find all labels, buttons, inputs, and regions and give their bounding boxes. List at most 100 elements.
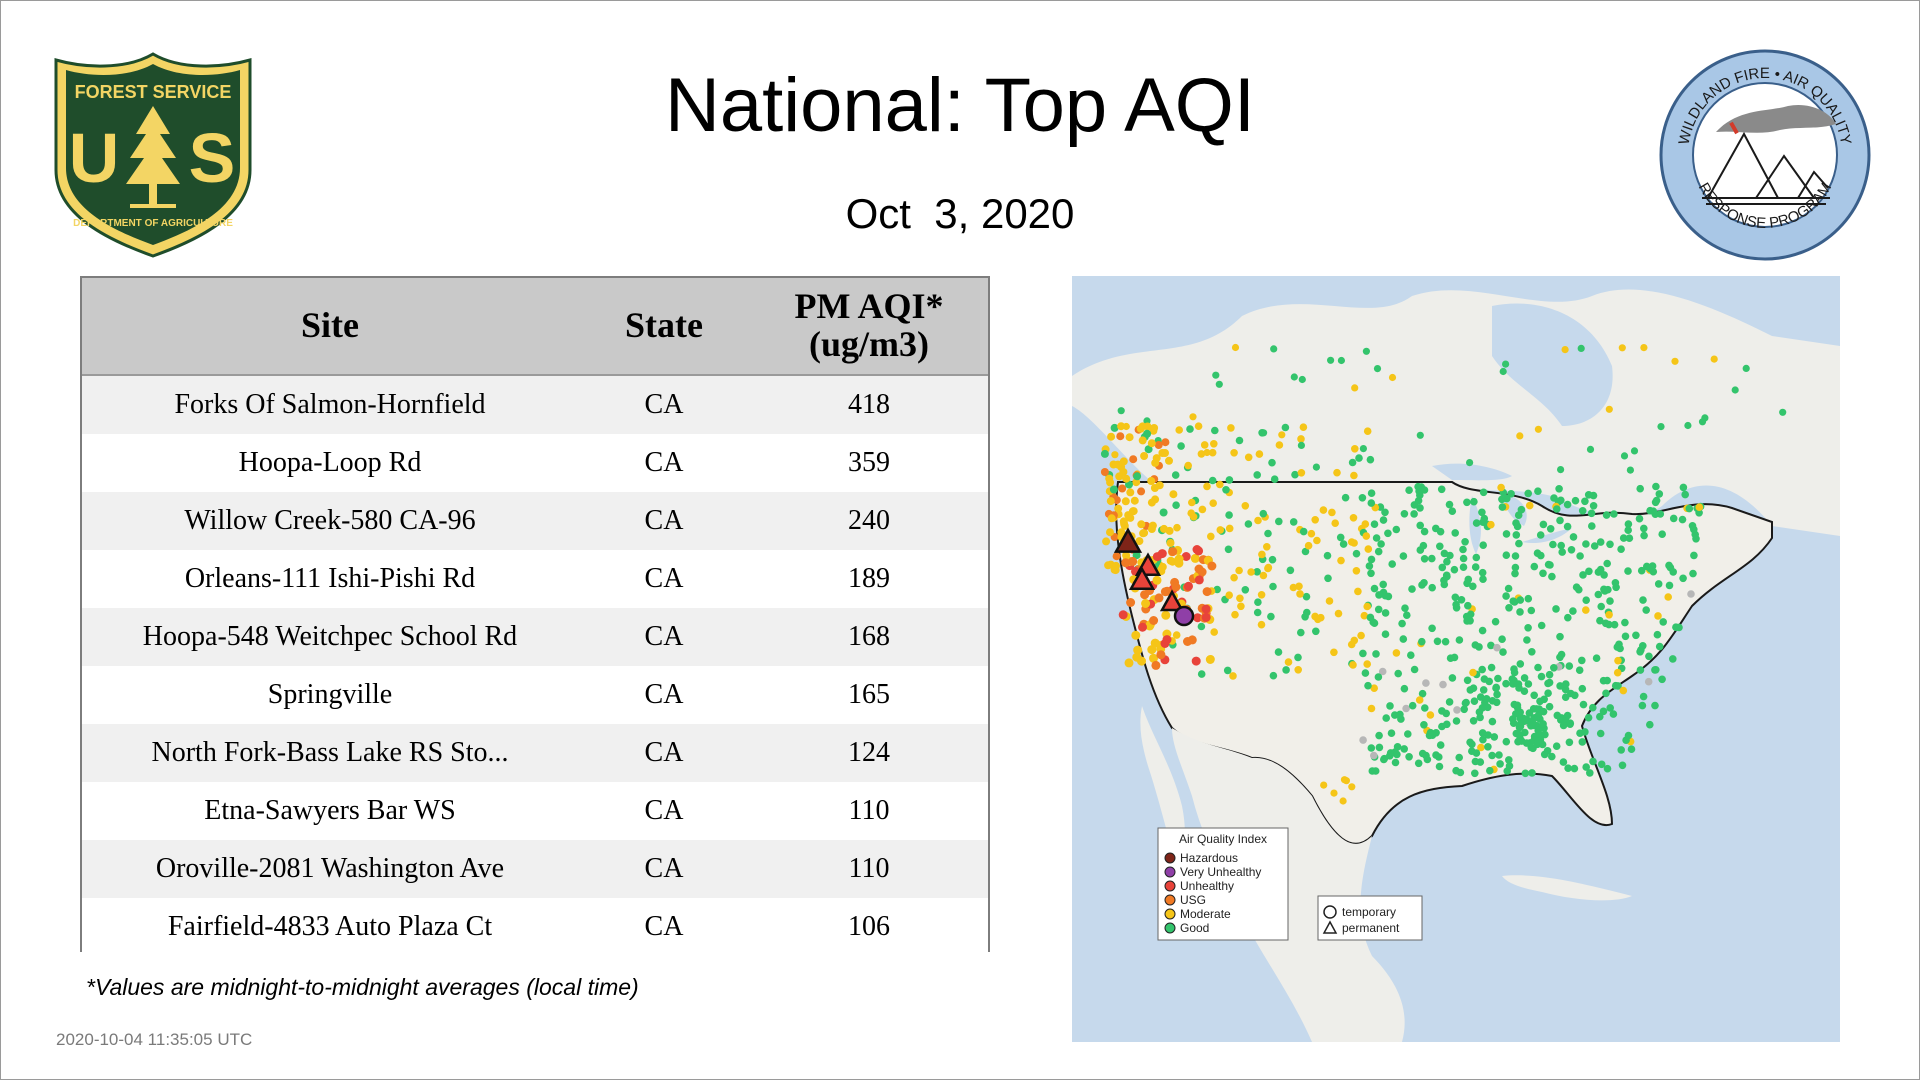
site-marker bbox=[1121, 497, 1130, 506]
legend-label: Moderate bbox=[1180, 907, 1231, 921]
site-marker bbox=[1370, 520, 1379, 528]
site-marker bbox=[1504, 584, 1513, 593]
site-marker bbox=[1534, 425, 1542, 433]
site-marker bbox=[1212, 371, 1220, 379]
site-marker bbox=[1653, 630, 1662, 639]
site-marker bbox=[1578, 738, 1587, 746]
site-marker bbox=[1436, 741, 1445, 749]
site-marker bbox=[1455, 636, 1464, 644]
site-marker bbox=[1297, 441, 1305, 449]
site-marker bbox=[1370, 684, 1378, 692]
site-marker bbox=[1367, 499, 1376, 507]
site-marker bbox=[1363, 427, 1372, 435]
site-marker bbox=[1149, 616, 1159, 625]
site-marker bbox=[1530, 715, 1538, 723]
permanent-label: permanent bbox=[1342, 921, 1400, 935]
site-marker bbox=[1286, 566, 1295, 575]
aqi-cell: 418 bbox=[750, 375, 988, 434]
site-marker bbox=[1570, 764, 1579, 773]
legend-swatch bbox=[1164, 880, 1176, 892]
site-marker bbox=[1347, 538, 1356, 546]
site-marker bbox=[1200, 441, 1209, 449]
site-marker bbox=[1391, 711, 1399, 719]
site-marker bbox=[1358, 494, 1367, 502]
site-marker bbox=[1270, 475, 1279, 483]
site-marker bbox=[1436, 542, 1444, 551]
state-cell: CA bbox=[578, 666, 750, 724]
site-marker bbox=[1297, 435, 1305, 443]
site-marker bbox=[1642, 606, 1650, 614]
site-marker bbox=[1581, 497, 1589, 506]
site-marker bbox=[1596, 729, 1605, 738]
site-marker bbox=[1253, 471, 1261, 479]
site-marker bbox=[1567, 546, 1576, 554]
site-marker bbox=[1490, 733, 1499, 741]
site-marker bbox=[1339, 540, 1348, 548]
site-marker bbox=[1584, 491, 1593, 499]
site-marker bbox=[1592, 654, 1601, 662]
site-marker bbox=[1597, 760, 1606, 769]
site-marker bbox=[1578, 507, 1587, 515]
site-marker bbox=[1582, 606, 1590, 614]
site-marker bbox=[1230, 573, 1238, 582]
site-marker bbox=[1268, 555, 1277, 564]
site-marker bbox=[1658, 530, 1666, 538]
site-marker bbox=[1408, 701, 1417, 710]
site-marker bbox=[1596, 616, 1604, 625]
site-marker bbox=[1138, 422, 1147, 431]
table-row: Fairfield-4833 Auto Plaza Ct CA 106 bbox=[82, 898, 988, 956]
site-marker bbox=[1669, 568, 1677, 576]
site-marker bbox=[1639, 596, 1647, 604]
lake-superior bbox=[1432, 463, 1512, 481]
forest-service-logo: FOREST SERVICE U S DEPARTMENT OF AGRICUL… bbox=[54, 52, 252, 258]
site-marker bbox=[1151, 458, 1160, 467]
site-marker bbox=[1421, 704, 1429, 712]
site-cell: Hoopa-Loop Rd bbox=[82, 434, 578, 492]
site-marker bbox=[1244, 453, 1253, 462]
site-marker bbox=[1498, 635, 1506, 643]
site-marker bbox=[1440, 549, 1449, 558]
site-marker bbox=[1589, 703, 1597, 712]
site-marker bbox=[1563, 522, 1572, 531]
site-marker bbox=[1645, 652, 1653, 661]
site-marker bbox=[1658, 675, 1666, 684]
site-marker bbox=[1208, 476, 1217, 485]
site-marker bbox=[1278, 431, 1286, 439]
site-marker bbox=[1294, 653, 1302, 662]
legend-label: USG bbox=[1180, 893, 1206, 907]
site-marker bbox=[1207, 561, 1217, 571]
site-marker bbox=[1605, 611, 1613, 619]
site-marker bbox=[1497, 483, 1505, 492]
site-marker bbox=[1565, 662, 1574, 670]
site-marker bbox=[1337, 356, 1345, 365]
site-marker bbox=[1109, 460, 1118, 469]
site-marker bbox=[1539, 569, 1547, 578]
site-marker bbox=[1130, 496, 1139, 505]
site-marker bbox=[1348, 458, 1357, 467]
site-marker bbox=[1644, 677, 1653, 686]
monitoring-sites bbox=[1100, 343, 1787, 805]
site-marker bbox=[1377, 540, 1385, 548]
site-marker bbox=[1213, 585, 1221, 594]
site-marker bbox=[1311, 516, 1319, 524]
site-marker bbox=[1639, 642, 1647, 650]
site-marker bbox=[1394, 669, 1402, 678]
site-marker bbox=[1679, 483, 1688, 492]
site-marker bbox=[1407, 651, 1415, 659]
site-marker bbox=[1436, 527, 1445, 536]
site-marker bbox=[1400, 510, 1409, 518]
site-marker bbox=[1665, 581, 1674, 590]
site-marker bbox=[1589, 502, 1598, 510]
site-marker bbox=[1313, 536, 1321, 545]
site-marker bbox=[1494, 674, 1502, 683]
site-marker bbox=[1357, 631, 1365, 640]
site-marker bbox=[1350, 636, 1359, 645]
site-marker bbox=[1478, 626, 1487, 635]
site-marker bbox=[1361, 669, 1370, 677]
site-marker bbox=[1603, 676, 1611, 685]
site-marker bbox=[1491, 617, 1500, 626]
site-marker bbox=[1530, 562, 1539, 571]
site-marker bbox=[1188, 498, 1196, 507]
site-marker bbox=[1291, 470, 1299, 479]
site-marker bbox=[1138, 622, 1147, 632]
